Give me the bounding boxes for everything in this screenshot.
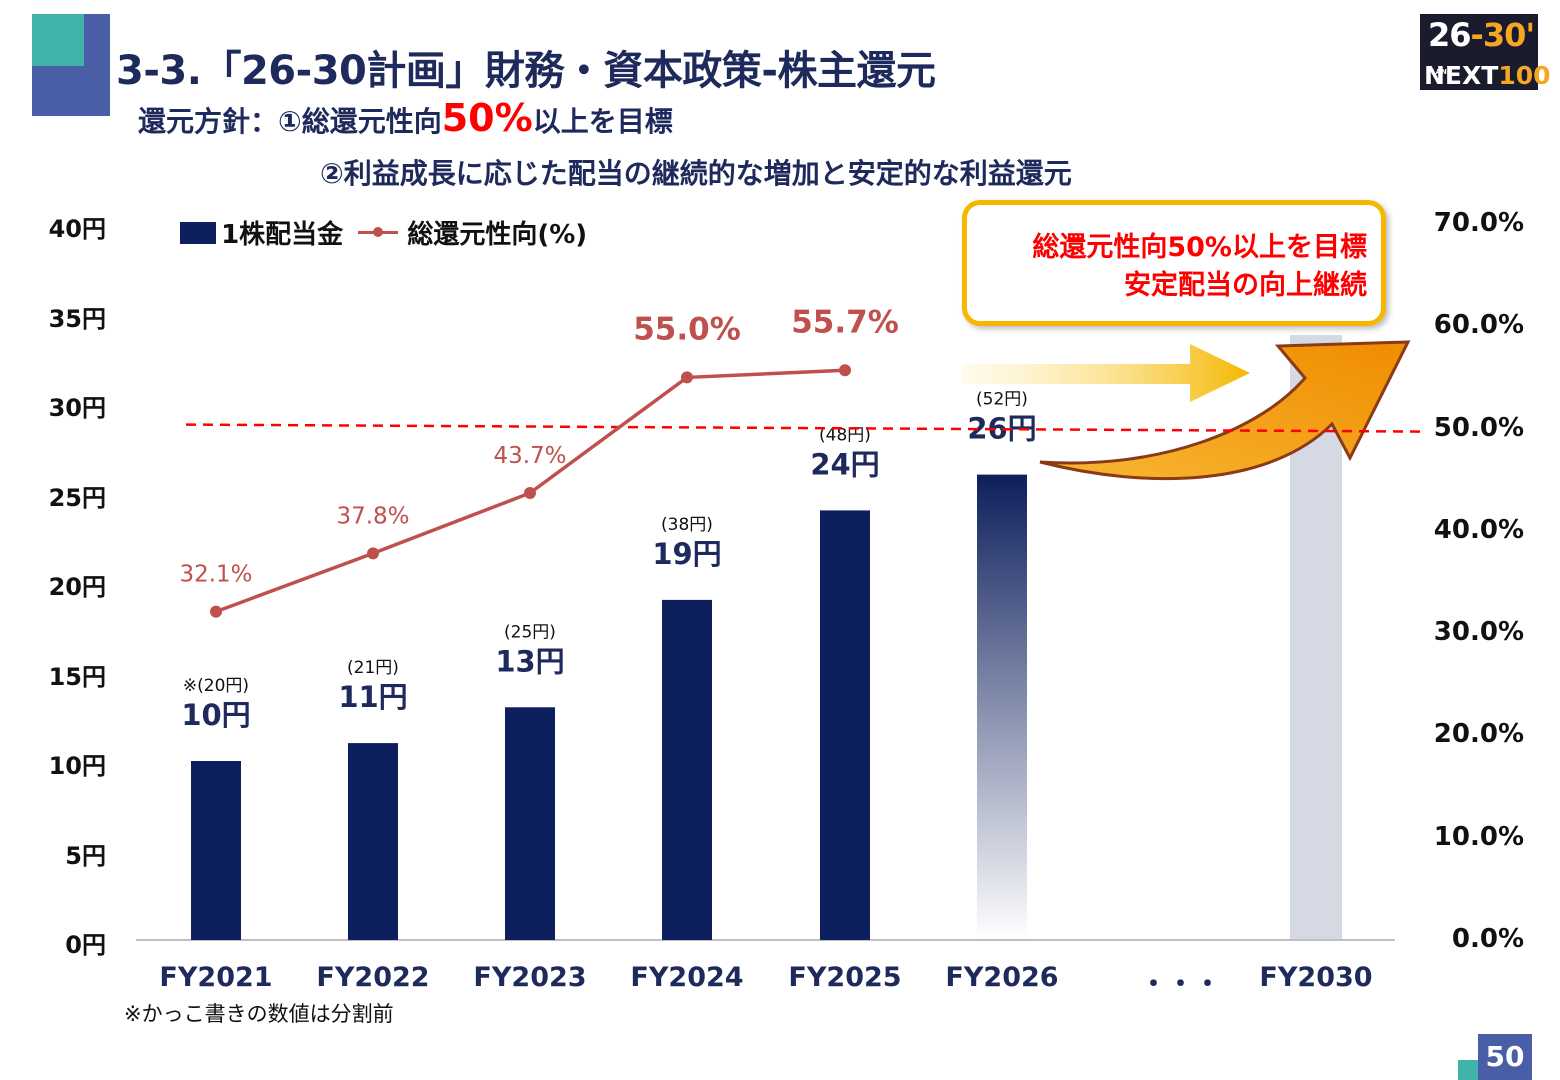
bar-value-label: 10円 [181,698,250,732]
legend-line-swatch [358,227,399,237]
legend-line-label: 総還元性向(%) [407,220,588,250]
bar-pre-split-label: (52円) [976,390,1028,410]
payout-ratio-label: 55.0% [633,311,741,347]
payout-ratio-series: 32.1% 37.8% 43.7% 55.0% 55.7% [179,304,899,618]
bar-labels: 10円※(20円) 11円(21円) 13円(25円) 19円(38円) 24円(48円… [181,390,1036,732]
legend: 1株配当金 総還元性向(%) [180,214,587,250]
policy-suffix: 以上を目標 [532,105,673,138]
payout-ratio-label: 55.7% [791,304,899,340]
plan-logo: 26-30' PLAN NEXT100 [1420,14,1551,90]
page-number: 50 [1478,1034,1532,1080]
logo-next-text: NEXT [1424,61,1499,90]
y-left-tick-label: 15円 [48,662,106,691]
page-title: 3-3.「26-30計画」財務・資本政策-株主還元 [116,48,936,94]
bar [348,743,398,940]
callout-line-1: 総還元性向50%以上を目標 [1032,232,1367,263]
policy-prefix: 還元方針：①総還元性向 [138,105,442,138]
y-left-tick-label: 30円 [48,394,106,422]
x-axis-ellipsis: ・・・ [1140,969,1221,1000]
payout-ratio-point [524,487,536,500]
x-tick-label: FY2026 [945,962,1059,993]
x-tick-label: FY2030 [1259,962,1373,993]
y-left-tick-label: 20円 [48,573,106,601]
y-right-tick-label: 60.0% [1433,310,1524,341]
x-tick-label: FY2025 [788,962,902,993]
logo-next: NEXT100 [1424,61,1551,90]
target-callout: 総還元性向50%以上を目標 安定配当の向上継続 [962,200,1386,326]
x-tick-label: FY2024 [630,962,744,993]
x-tick-label: FY2021 [159,962,273,993]
bar-pre-split-label: (25円) [504,622,556,642]
y-right-tick-label: 30.0% [1433,617,1524,648]
bar [505,707,555,940]
bar-value-label: 19円 [652,537,721,571]
payout-ratio-label: 37.8% [336,503,409,529]
y-right-tick-label: 0.0% [1451,924,1524,954]
legend-bar-swatch [180,221,216,244]
horizontal-arrow [962,344,1250,402]
bar-pre-split-label: (38円) [661,515,713,535]
footnote: ※かっこ書きの数値は分割前 [124,1002,394,1026]
payout-ratio-point [681,371,693,384]
curved-growth-arrow [1039,340,1411,481]
payout-ratio-label: 43.7% [493,443,566,469]
bar-value-label: 24円 [810,447,879,481]
y-right-tick-label: 20.0% [1433,719,1524,750]
y-left-tick-label: 25円 [48,483,106,512]
y-left-tick-label: 10円 [48,752,106,780]
policy-target-percent: 50% [441,96,533,140]
logo-num-sep: - [1470,16,1484,54]
corner-accent-square [32,14,84,66]
callout-line-2: 安定配当の向上継続 [1124,270,1367,301]
y-left-tick-label: 0円 [65,931,106,959]
legend-bar-label: 1株配当金 [221,220,344,250]
y-right-tick-label: 40.0% [1433,514,1524,545]
x-tick-label: FY2022 [316,962,430,993]
y-left-tick-label: 35円 [48,304,106,333]
bar-pre-split-label: (21円) [347,658,399,678]
policy-line-1: 還元方針：①総還元性向50%以上を目標 [138,96,673,140]
bar [662,599,712,940]
y-left-tick-label: 5円 [65,841,106,870]
y-right-tick-label: 50.0% [1433,412,1524,443]
logo-number: 26-30' [1428,16,1535,54]
bar-value-label: 11円 [338,680,407,714]
logo-num-b: 30' [1482,16,1535,54]
y-right-tick-label: 70.0% [1433,208,1524,238]
target-50-percent-line [185,423,1421,433]
bar [191,761,241,940]
logo-num-a: 26 [1428,16,1472,54]
payout-ratio-label: 32.1% [179,562,252,588]
x-tick-label: FY2023 [473,962,587,993]
logo-plan: PLAN [1426,68,1447,76]
page-number-accent [1458,1060,1480,1080]
y-left-tick-label: 40円 [48,215,106,243]
bar-series [191,474,1027,940]
y-right-tick-label: 10.0% [1433,821,1524,852]
bar-pre-split-label: (48円) [819,425,871,445]
payout-ratio-point [839,364,851,377]
bar-pre-split-label: ※(20円) [183,676,249,696]
bar [977,474,1027,940]
policy-line-2: ②利益成長に応じた配当の継続的な増加と安定的な利益還元 [320,157,1072,190]
logo-next-num: 100 [1498,61,1551,90]
payout-ratio-point [210,605,222,618]
bar [820,510,870,940]
bar-value-label: 13円 [495,644,564,678]
payout-ratio-point [367,547,379,560]
